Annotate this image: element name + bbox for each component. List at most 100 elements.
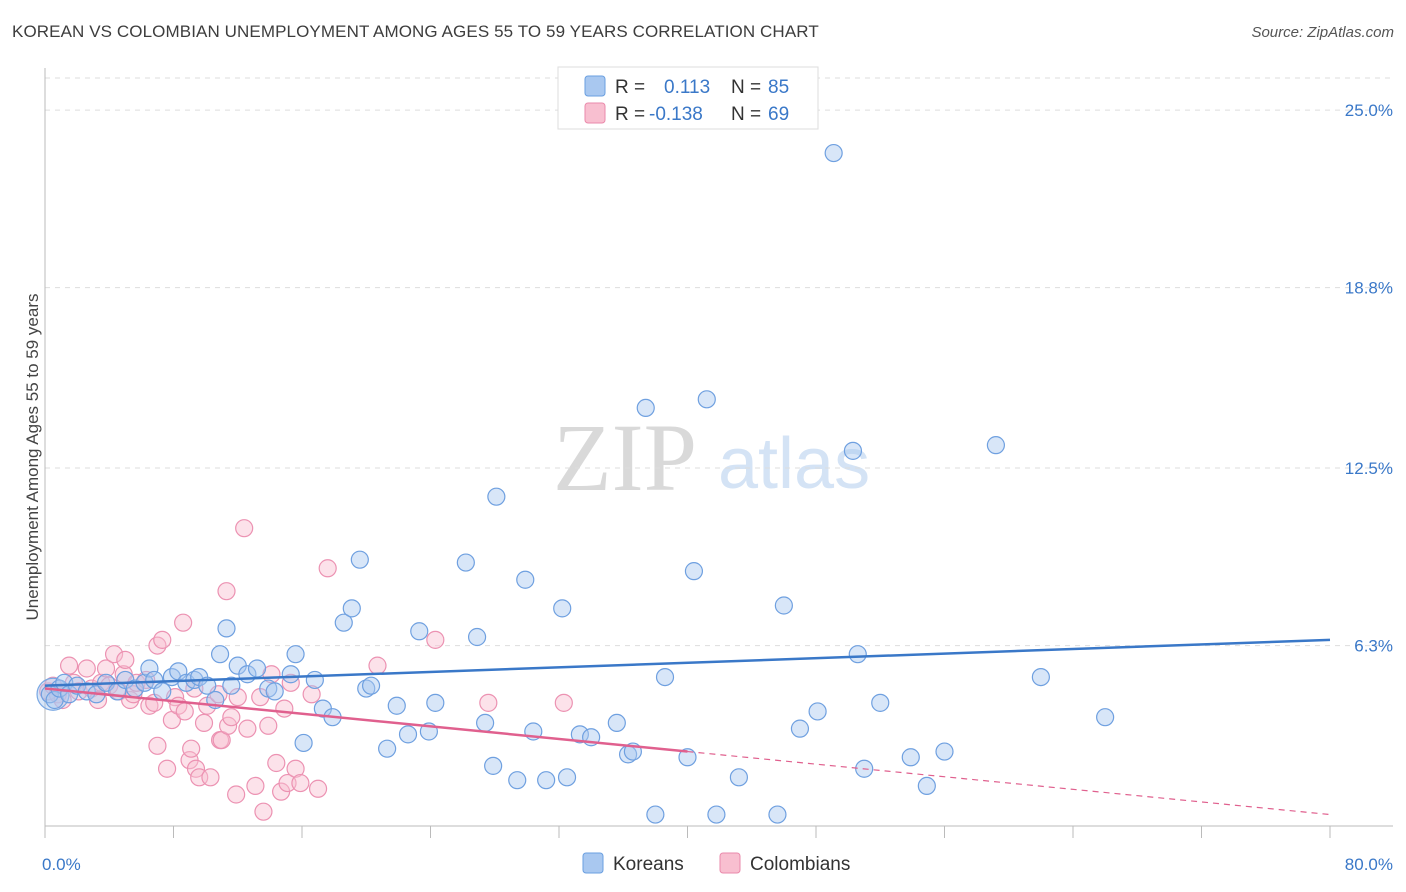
korean-point xyxy=(467,627,487,647)
korean-r-value: 0.113 xyxy=(664,77,710,98)
colombian-n-label: N = xyxy=(731,104,761,125)
korean-point xyxy=(508,771,527,790)
korean-point xyxy=(848,645,867,664)
y-tick-label: 6.3% xyxy=(1354,637,1393,656)
korean-point xyxy=(607,713,626,733)
korean-point xyxy=(140,659,159,678)
korean-point xyxy=(1096,708,1115,727)
korean-point xyxy=(342,599,361,618)
watermark-atlas: atlas xyxy=(718,424,870,504)
korean-r-label: R = xyxy=(615,77,645,98)
colombian-point xyxy=(302,685,321,704)
korean-point xyxy=(281,665,300,684)
legend-koreans-swatch xyxy=(582,852,604,874)
korean-point xyxy=(378,739,397,758)
korean-point xyxy=(516,570,535,589)
korean-point xyxy=(294,733,313,753)
colombian-point xyxy=(426,630,445,649)
korean-point xyxy=(843,441,863,460)
colombian-point xyxy=(104,645,124,664)
colombian-point xyxy=(479,693,498,712)
colombian-point xyxy=(254,802,273,821)
colombian-point xyxy=(308,779,328,798)
colombian-point xyxy=(259,716,278,735)
korean-point xyxy=(768,805,787,824)
korean-trend-line xyxy=(44,638,1331,687)
colombian-point xyxy=(278,773,297,793)
colombian-point xyxy=(174,613,193,632)
korean-point xyxy=(487,487,506,506)
korean-point xyxy=(917,776,936,796)
korean-point xyxy=(655,667,675,687)
korean-points xyxy=(36,143,1115,824)
korean-swatch xyxy=(584,75,606,97)
korean-point xyxy=(697,390,716,409)
colombian-trend-extension xyxy=(687,750,1331,816)
korean-point xyxy=(537,771,556,790)
y-tick-label: 18.8% xyxy=(1345,279,1393,298)
korean-point xyxy=(286,645,305,664)
colombian-point xyxy=(222,708,241,727)
korean-point xyxy=(646,805,665,824)
colombian-point xyxy=(201,768,220,787)
chart-title: KOREAN VS COLOMBIAN UNEMPLOYMENT AMONG A… xyxy=(12,22,819,41)
korean-point xyxy=(707,805,726,824)
korean-point xyxy=(222,676,241,695)
korean-point xyxy=(790,719,810,738)
colombian-point xyxy=(235,519,254,538)
colombian-point xyxy=(96,659,116,678)
colombian-point xyxy=(153,630,172,649)
series-legend: Koreans Colombians xyxy=(582,852,850,875)
korean-n-value: 85 xyxy=(768,77,789,98)
colombian-point xyxy=(217,582,236,601)
korean-point xyxy=(935,742,954,761)
colombian-point xyxy=(77,659,96,678)
korean-point xyxy=(217,619,236,638)
x-tick-label-min: 0.0% xyxy=(42,855,81,874)
korean-point xyxy=(1031,667,1050,687)
korean-point xyxy=(426,693,445,712)
korean-point xyxy=(334,613,353,632)
korean-point xyxy=(553,599,572,618)
korean-point xyxy=(808,702,827,721)
korean-point xyxy=(901,748,920,767)
colombian-r-value: -0.138 xyxy=(649,104,703,125)
colombian-point xyxy=(291,773,310,793)
korean-point xyxy=(361,676,381,695)
korean-point xyxy=(986,436,1006,455)
colombian-point xyxy=(554,693,573,712)
korean-point xyxy=(636,398,655,418)
korean-point xyxy=(484,756,503,775)
korean-point xyxy=(557,768,577,787)
colombian-point xyxy=(148,636,167,655)
korean-point xyxy=(678,748,697,767)
colombian-point xyxy=(238,719,257,738)
colombian-point xyxy=(59,656,79,675)
korean-point xyxy=(871,693,890,712)
colombian-swatch xyxy=(584,102,606,124)
korean-point xyxy=(305,670,324,690)
watermark-zip: ZIP xyxy=(553,404,697,511)
colombian-point xyxy=(148,736,167,755)
korean-point xyxy=(153,682,172,701)
legend-colombians-label: Colombians xyxy=(750,854,850,875)
colombian-trend-line xyxy=(44,687,688,753)
korean-point xyxy=(410,622,429,641)
legend-koreans-label: Koreans xyxy=(613,854,684,875)
colombian-point xyxy=(227,785,246,804)
korean-point xyxy=(198,676,217,695)
colombian-point xyxy=(267,753,286,773)
korean-point xyxy=(456,553,475,572)
korean-n-label: N = xyxy=(731,77,761,98)
korean-point xyxy=(247,659,267,678)
legend-colombians-swatch xyxy=(719,852,741,874)
korean-point xyxy=(570,725,589,744)
korean-point xyxy=(729,768,749,787)
y-axis-label: Unemployment Among Ages 55 to 59 years xyxy=(23,294,42,621)
y-tick-label: 25.0% xyxy=(1345,101,1393,120)
x-tick-label-max: 80.0% xyxy=(1345,855,1393,874)
stats-legend: R = 0.113 N = 85 R = -0.138 N = 69 xyxy=(557,66,819,130)
korean-point xyxy=(774,596,793,615)
korean-point xyxy=(476,713,495,733)
